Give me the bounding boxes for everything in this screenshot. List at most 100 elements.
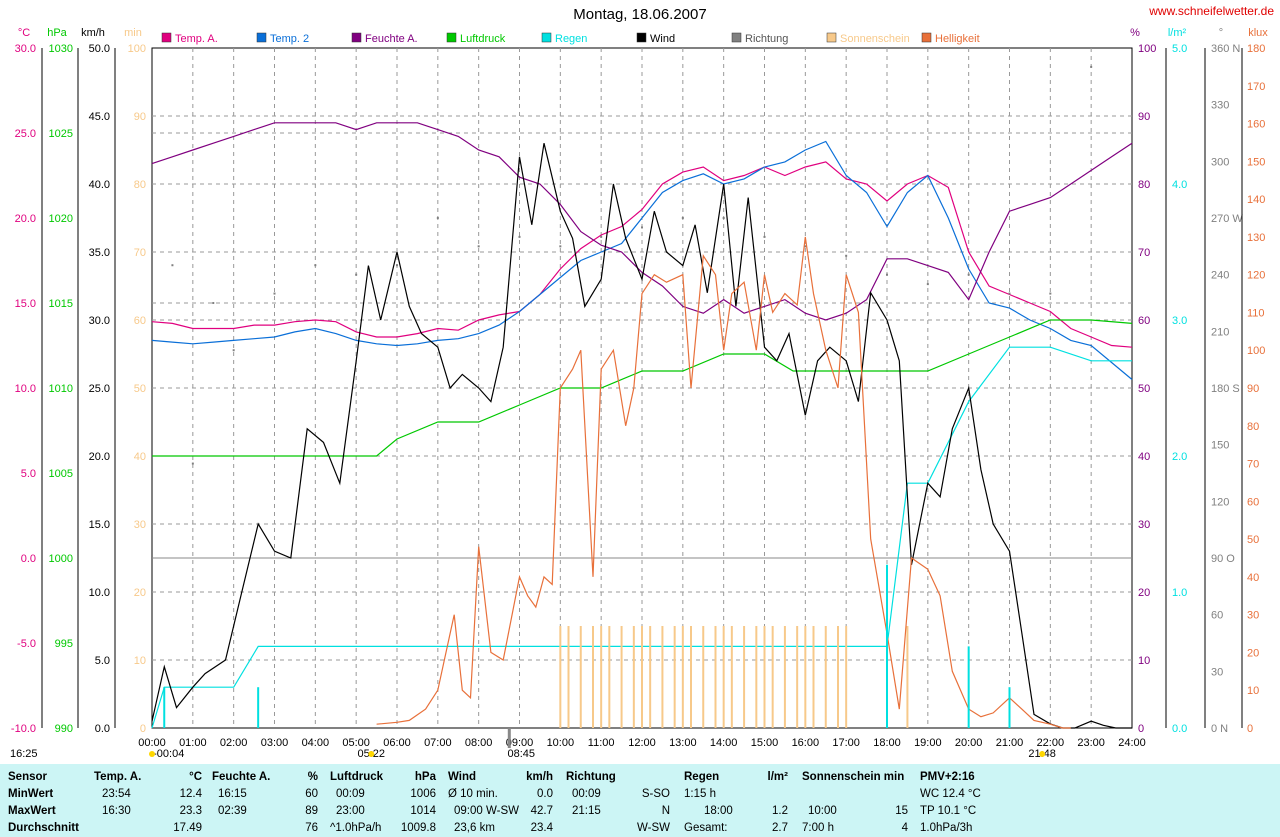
stats-panel: Sensor MinWert MaxWert Durchschnitt Temp… — [0, 764, 1280, 837]
light-unit: klux — [1248, 27, 1268, 39]
direction-dot — [1008, 292, 1011, 295]
wind-axis-tick: 5.0 — [95, 655, 110, 667]
light-axis-tick: 0 — [1247, 723, 1253, 735]
stats-rain-min-time: 1:15 h — [684, 788, 716, 800]
humidity-axis-tick: 90 — [1138, 111, 1150, 123]
light-axis-tick: 40 — [1247, 572, 1259, 584]
stats-temp-unit: °C — [189, 771, 202, 783]
sun-axis-tick: 30 — [134, 519, 146, 531]
legend-label: Wind — [650, 33, 675, 45]
sun-axis-tick: 70 — [134, 247, 146, 259]
wind-axis-tick: 0.0 — [95, 723, 110, 735]
light-axis-tick: 170 — [1247, 81, 1265, 93]
stats-rain-max-time: 18:00 — [704, 805, 733, 817]
light-axis-tick: 150 — [1247, 156, 1265, 168]
legend-label: Sonnenschein — [840, 33, 910, 45]
stats-hum-min: 60 — [305, 788, 318, 800]
stats-hum-min-time: 16:15 — [218, 788, 247, 800]
legend-label: Helligkeit — [935, 33, 980, 45]
stats-dir-avg: W-SW — [636, 822, 670, 834]
direction-dot — [396, 264, 398, 267]
direction-dot — [600, 235, 603, 238]
sun-icon — [368, 751, 375, 757]
x-tick-label: 01:00 — [179, 737, 207, 749]
temp-axis-tick: 10.0 — [15, 383, 36, 395]
stats-sun-max: 15 — [895, 805, 908, 817]
temp-axis-tick: 15.0 — [15, 298, 36, 310]
pressure-axis-tick: 1005 — [49, 468, 73, 480]
direction-dot — [886, 273, 888, 276]
direction-axis-tick: 330 — [1211, 100, 1229, 112]
direction-dot — [641, 226, 643, 229]
rain-axis-tick: 0.0 — [1172, 723, 1187, 735]
pressure-axis-tick: 995 — [55, 638, 73, 650]
x-tick-label: 17:00 — [832, 737, 860, 749]
direction-dot — [926, 283, 929, 286]
stats-pmv-tp: TP 10.1 °C — [920, 805, 977, 817]
x-tick-label: 02:00 — [220, 737, 248, 749]
direction-dot — [804, 245, 807, 248]
x-tick-label: 09:00 — [506, 737, 534, 749]
pressure-axis-tick: 1030 — [49, 43, 73, 55]
temp-axis-tick: 25.0 — [15, 128, 36, 140]
legend-label: Feuchte A. — [365, 33, 418, 45]
x-tick-label: 00:00 — [138, 737, 166, 749]
sun-icon — [149, 751, 155, 757]
direction-dot — [314, 264, 317, 267]
stats-press-col: Luftdruck hPa 00:09 1006 23:00 1014 ^1.0hPa… — [330, 769, 436, 837]
x-tick-label: 12:00 — [628, 737, 656, 749]
light-axis-tick: 20 — [1247, 647, 1259, 659]
humidity-axis-tick: 0 — [1138, 723, 1144, 735]
wind-axis-tick: 20.0 — [89, 451, 110, 463]
site-url[interactable]: www.schneifelwetter.de — [1149, 4, 1274, 18]
direction-axis-tick: 150 — [1211, 440, 1229, 452]
wind-axis-tick: 10.0 — [89, 587, 110, 599]
direction-axis-tick: 30 — [1211, 666, 1223, 678]
series-line-temp-2 — [151, 140, 1133, 380]
temp-unit: °C — [18, 27, 30, 39]
stats-hum-col: Feuchte A.% 16:15 60 02:39 89 76 — [212, 769, 318, 837]
weather-chart: 30.025.020.015.010.05.00.0-5.0-10.010301… — [10, 27, 1268, 760]
pressure-unit: hPa — [47, 27, 67, 39]
direction-dot — [191, 462, 194, 465]
pressure-axis-tick: 990 — [55, 723, 73, 735]
light-axis-tick: 30 — [1247, 610, 1259, 622]
wind-axis-tick: 15.0 — [89, 519, 110, 531]
light-axis-tick: 180 — [1247, 43, 1265, 55]
stats-wind-avg: 23.4 — [530, 822, 553, 834]
wind-axis-tick: 45.0 — [89, 111, 110, 123]
direction-dot — [232, 349, 235, 352]
rain-axis-tick: 1.0 — [1172, 587, 1187, 599]
x-tick-label: 10:00 — [547, 737, 575, 749]
x-tick-label: 06:00 — [383, 737, 411, 749]
sun-axis-tick: 100 — [128, 43, 146, 55]
stats-sensor-header: Sensor — [8, 771, 47, 783]
x-tick-label: 15:00 — [751, 737, 779, 749]
legend-swatch — [351, 32, 362, 43]
stats-press-avg-note: ^1.0hPa/h — [330, 822, 382, 834]
wind-axis-tick: 40.0 — [89, 179, 110, 191]
legend-swatch — [161, 32, 172, 43]
x-tick-label: 08:00 — [465, 737, 493, 749]
stats-press-max: 1014 — [410, 805, 436, 817]
direction-dot — [151, 254, 153, 257]
legend-label: Temp. A. — [175, 33, 218, 45]
direction-dot — [763, 235, 766, 238]
light-axis-tick: 10 — [1247, 685, 1259, 697]
light-axis-tick: 90 — [1247, 383, 1259, 395]
legend-label: Regen — [555, 33, 587, 45]
x-tick-label: 16:00 — [792, 737, 820, 749]
direction-dot — [518, 235, 521, 238]
x-tick-label: 05:00 — [342, 737, 370, 749]
temp-axis-tick: -10.0 — [11, 723, 36, 735]
x-tick-label: 11:00 — [588, 737, 615, 749]
light-axis-tick: 120 — [1247, 270, 1265, 282]
stats-temp-avg: 17.49 — [173, 822, 202, 834]
stats-rain-max: 1.2 — [772, 805, 788, 817]
humidity-axis-tick: 20 — [1138, 587, 1150, 599]
direction-dot — [967, 273, 970, 276]
stats-wind-max: 42.7 — [530, 805, 553, 817]
stats-dir-min: S-SO — [641, 788, 670, 800]
stats-hum-unit: % — [307, 771, 318, 783]
stats-wind-avg-note: 23,6 km — [454, 822, 495, 834]
